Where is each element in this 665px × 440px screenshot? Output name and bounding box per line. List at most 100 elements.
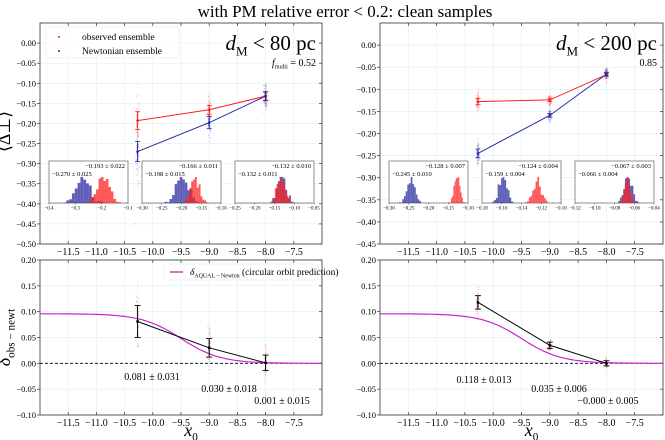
scatter-point [138,94,140,96]
scatter-point [265,371,267,372]
scatter-point [476,105,478,107]
scatter-point [208,362,210,364]
scatter-point [478,95,480,97]
hist-bar-newtonian [77,182,81,203]
data-point [605,361,608,365]
scatter-point [550,340,552,342]
hist-bar-observed [620,200,623,203]
scatter-point [266,98,267,100]
scatter-point [549,111,551,113]
series-newtonian [475,67,609,167]
scatter-point [549,96,550,98]
scatter-point [138,108,140,109]
scatter-point [606,69,608,71]
hist-bar-observed [193,179,195,203]
scatter-point [138,325,140,326]
scatter-point [137,130,139,132]
scatter-point [263,98,265,100]
inset-newtonian-label: −0.245 ± 0.010 [392,171,432,178]
scatter-point [137,169,139,171]
scatter-point [478,154,480,156]
scatter-point [548,111,550,113]
y-tick-label: 0.15 [21,281,36,291]
hist-bar-newtonian [174,184,178,203]
scatter-point [210,369,211,370]
scatter-point [264,104,266,106]
scatter-point [263,376,265,378]
scatter-point [549,349,551,351]
scatter-point [548,350,550,352]
scatter-point [137,118,139,120]
scatter-point [606,76,608,78]
scatter-point [265,85,267,87]
scatter-point [605,78,607,80]
scatter-point [208,115,210,117]
scatter-point [137,135,139,137]
scatter-point [605,71,607,73]
scatter-point [136,301,138,303]
scatter-point [604,70,606,71]
hist-bar-newtonian [415,194,418,203]
inset-x-tick-label: −0.10 [288,207,300,212]
scatter-point [477,107,479,109]
inset-x-tick-label: −0.20 [176,207,188,212]
scatter-point [136,296,138,298]
scatter-point [606,77,608,79]
scatter-point [138,133,140,135]
hist-bar-newtonian [511,201,513,203]
scatter-point [478,105,479,107]
scatter-point [605,70,607,72]
hist-bar-newtonian [504,180,507,203]
x-tick-label: −11.0 [85,418,108,429]
scatter-point [548,104,550,106]
scatter-point [265,346,267,348]
scatter-point [548,349,550,351]
scatter-point [209,112,211,113]
scatter-point [548,119,550,121]
scatter-point [605,76,607,78]
scatter-point [207,114,209,116]
scatter-point [605,79,607,81]
scatter-point [606,81,608,83]
hist-bar-observed [459,185,461,203]
scatter-point [605,76,607,78]
scatter-point [263,84,265,86]
scatter-point [266,106,268,108]
hist-bar-newtonian [502,177,505,203]
scatter-point [605,77,607,79]
scatter-point [265,353,267,354]
scatter-point [476,306,478,308]
scatter-point [264,352,266,354]
scatter-point [605,67,607,69]
legend-label-observed: observed ensemble [82,33,155,43]
scatter-point [207,119,209,120]
scatter-point [207,346,209,347]
scatter-point [476,311,478,313]
scatter-point [478,159,480,161]
scatter-point [265,374,267,376]
y-tick-label: 0.15 [361,281,376,291]
scatter-point [606,78,608,80]
scatter-point [477,317,479,319]
inset-frame [481,160,562,204]
scatter-point [210,340,212,342]
scatter-point [137,130,139,131]
scatter-point [604,76,606,78]
x-tick-label: −10.0 [141,418,164,429]
scatter-point [548,340,550,342]
scatter-point [208,360,210,362]
scatter-point [209,125,211,126]
scatter-point [476,297,478,299]
scatter-point [136,124,138,126]
hist-bar-observed [545,200,548,203]
scatter-point [264,90,266,92]
scatter-point [549,340,551,342]
scatter-point [478,144,480,146]
y-axis-label: δobs − newt [0,308,18,366]
scatter-point [480,103,482,105]
hist-bar-observed [273,199,275,203]
scatter-point [137,110,139,112]
scatter-point [264,109,266,111]
legend: δAQUAL − Newton (circular orbit predicti… [163,263,339,281]
